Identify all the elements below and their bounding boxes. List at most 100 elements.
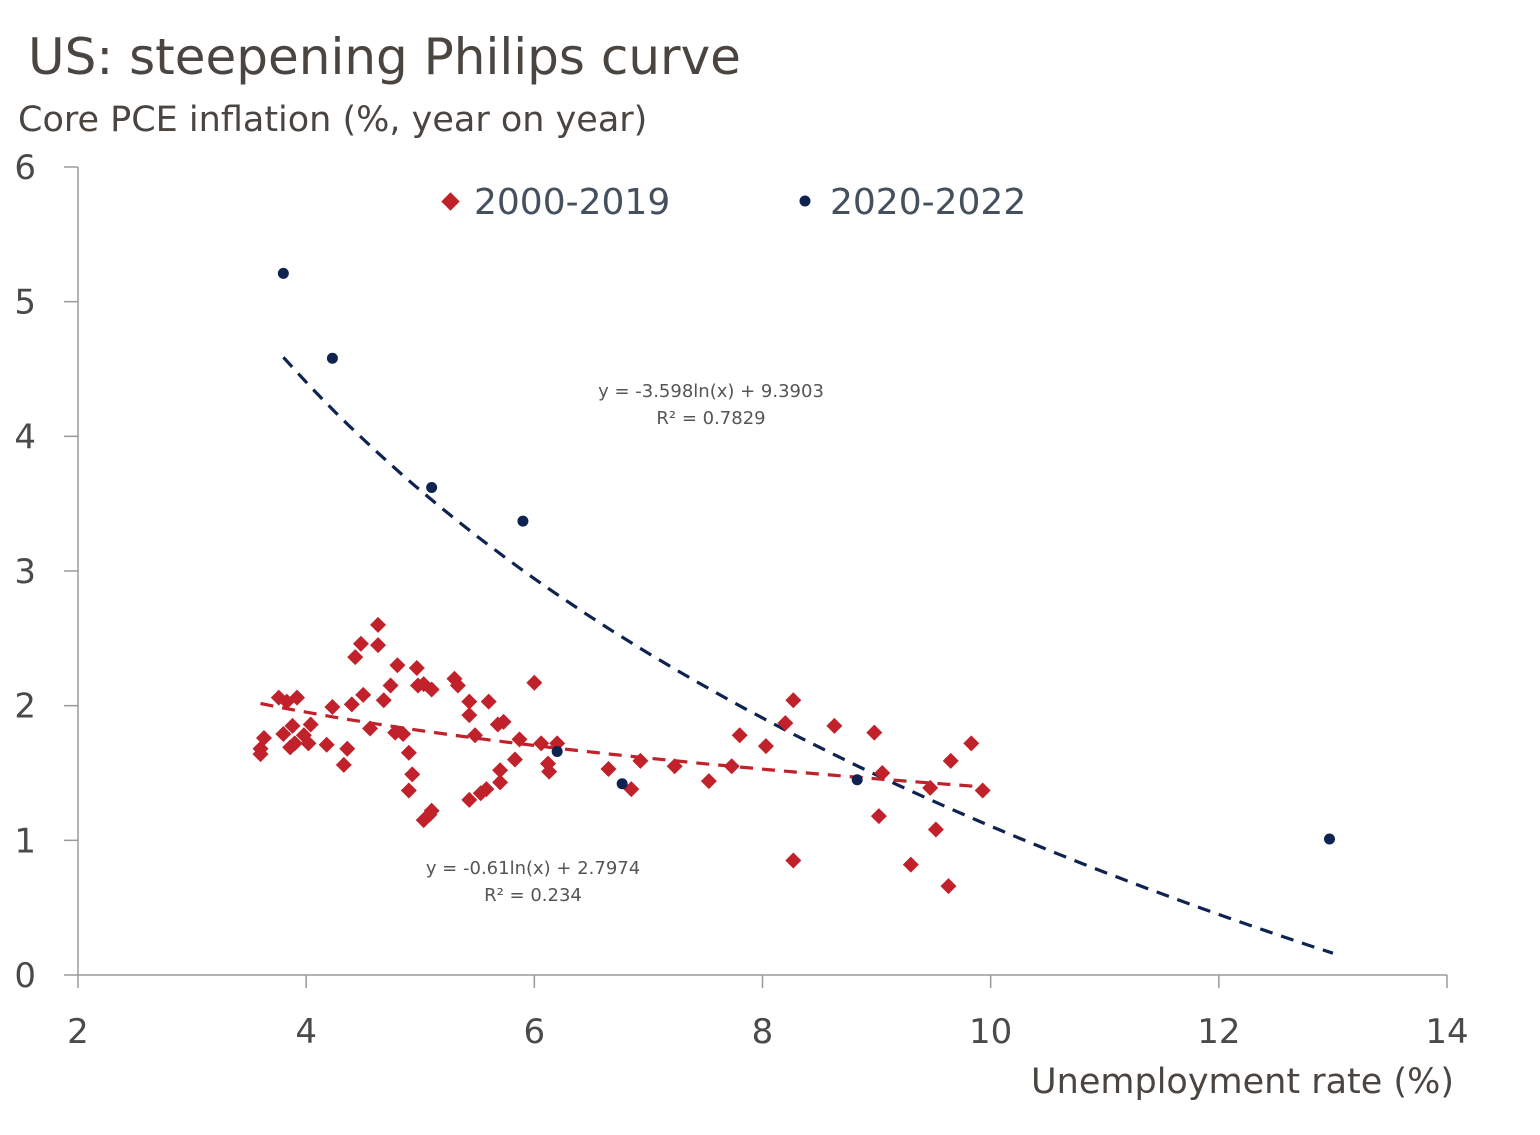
point-2000-2019 <box>335 756 352 773</box>
point-2000-2019 <box>757 738 774 755</box>
point-2000-2019 <box>400 782 417 799</box>
point-2000-2019 <box>461 791 478 808</box>
x-tick-label: 14 <box>1425 1012 1468 1052</box>
point-2000-2019 <box>389 657 406 674</box>
point-2000-2019 <box>467 727 484 744</box>
trendlines <box>260 356 1334 955</box>
point-2000-2019 <box>347 649 364 666</box>
point-2000-2019 <box>922 779 939 796</box>
point-2020-2022 <box>616 778 628 790</box>
point-2000-2019 <box>511 731 528 748</box>
point-2000-2019 <box>632 752 649 769</box>
point-2000-2019 <box>404 766 421 783</box>
point-2000-2019 <box>408 659 425 676</box>
point-2000-2019 <box>533 735 550 752</box>
point-2000-2019 <box>874 765 891 781</box>
legend-label-2020-2022: 2020-2022 <box>830 182 1026 223</box>
point-2020-2022 <box>1323 833 1335 845</box>
point-2000-2019 <box>300 735 317 752</box>
point-2020-2022 <box>326 352 338 364</box>
legend: 2000-2019 2020-2022 <box>441 182 1026 223</box>
point-2000-2019 <box>449 677 466 694</box>
point-2000-2019 <box>506 751 523 768</box>
point-2000-2019 <box>275 725 292 742</box>
point-2000-2019 <box>495 713 512 730</box>
trend-equation-2000-2019: y = -0.61ln(x) + 2.7974 <box>426 858 640 879</box>
point-2000-2019 <box>549 735 566 752</box>
point-2000-2019 <box>339 740 356 757</box>
trend-equation-2020-2022: y = -3.598ln(x) + 9.3903 <box>598 381 824 402</box>
point-2000-2019 <box>324 699 341 716</box>
y-tick-label: 2 <box>14 687 36 727</box>
point-2000-2019 <box>255 729 272 746</box>
legend-label-2000-2019: 2000-2019 <box>474 182 670 223</box>
y-tick-label: 4 <box>14 417 36 457</box>
trend-r2-2000-2019: R² = 0.234 <box>484 885 582 906</box>
point-2000-2019 <box>461 693 478 710</box>
point-2000-2019 <box>355 686 372 703</box>
point-2000-2019 <box>600 760 617 777</box>
point-2000-2019 <box>370 616 387 633</box>
point-2000-2019 <box>423 802 440 819</box>
point-2000-2019 <box>370 637 387 654</box>
point-2000-2019 <box>492 762 509 779</box>
point-2000-2019 <box>723 758 740 775</box>
point-2000-2019 <box>352 635 369 652</box>
x-tick-label: 4 <box>295 1012 317 1052</box>
point-2000-2019 <box>963 735 980 752</box>
x-tick-label: 8 <box>752 1012 774 1052</box>
point-2000-2019 <box>927 821 944 838</box>
point-2000-2019 <box>940 878 957 895</box>
point-2000-2019 <box>302 716 319 733</box>
point-2000-2019 <box>526 674 543 691</box>
point-2000-2019 <box>423 681 440 698</box>
point-2000-2019 <box>375 692 392 709</box>
point-2000-2019 <box>974 782 991 799</box>
y-tick-label: 0 <box>14 956 36 996</box>
point-2000-2019 <box>866 724 883 741</box>
point-2000-2019 <box>700 773 717 790</box>
point-2000-2019 <box>826 717 843 734</box>
point-2000-2019 <box>785 692 802 709</box>
x-tick-label: 2 <box>67 1012 89 1052</box>
legend-marker-2020-2022 <box>799 195 811 207</box>
point-2000-2019 <box>286 735 303 752</box>
trendline-2020-2022 <box>282 356 1334 955</box>
point-2000-2019 <box>318 736 335 753</box>
trend-r2-2020-2022: R² = 0.7829 <box>656 408 765 429</box>
x-tick-label: 6 <box>524 1012 546 1052</box>
point-2000-2019 <box>362 720 379 737</box>
point-2000-2019 <box>284 717 301 734</box>
point-2000-2019 <box>731 727 748 744</box>
point-2000-2019 <box>480 693 497 710</box>
point-2000-2019 <box>343 696 360 713</box>
y-tick-label: 3 <box>14 552 36 592</box>
point-2000-2019 <box>382 677 399 694</box>
point-2020-2022 <box>426 482 438 494</box>
trend-equations: y = -3.598ln(x) + 9.3903 R² = 0.7829 y =… <box>426 381 824 906</box>
data-points <box>252 267 1335 895</box>
y-tick-label: 5 <box>14 283 36 323</box>
point-2000-2019 <box>870 808 887 825</box>
y-tick-label: 6 <box>14 148 36 188</box>
point-2000-2019 <box>777 715 794 732</box>
point-2000-2019 <box>902 856 919 873</box>
point-2000-2019 <box>395 725 412 742</box>
point-2020-2022 <box>851 774 863 786</box>
legend-marker-2000-2019 <box>441 192 460 211</box>
point-2000-2019 <box>666 758 683 775</box>
chart-title: US: steepening Philips curve <box>28 28 741 86</box>
point-2000-2019 <box>289 689 306 706</box>
point-2000-2019 <box>942 752 959 769</box>
point-2020-2022 <box>277 267 289 279</box>
y-tick-label: 1 <box>14 821 36 861</box>
point-2000-2019 <box>785 852 802 869</box>
point-2000-2019 <box>541 763 558 780</box>
point-2020-2022 <box>551 745 563 757</box>
point-2000-2019 <box>492 774 509 791</box>
x-tick-label: 10 <box>969 1012 1012 1052</box>
trendline-2000-2019 <box>260 701 986 789</box>
y-axis-label: Core PCE inflation (%, year on year) <box>18 100 648 140</box>
